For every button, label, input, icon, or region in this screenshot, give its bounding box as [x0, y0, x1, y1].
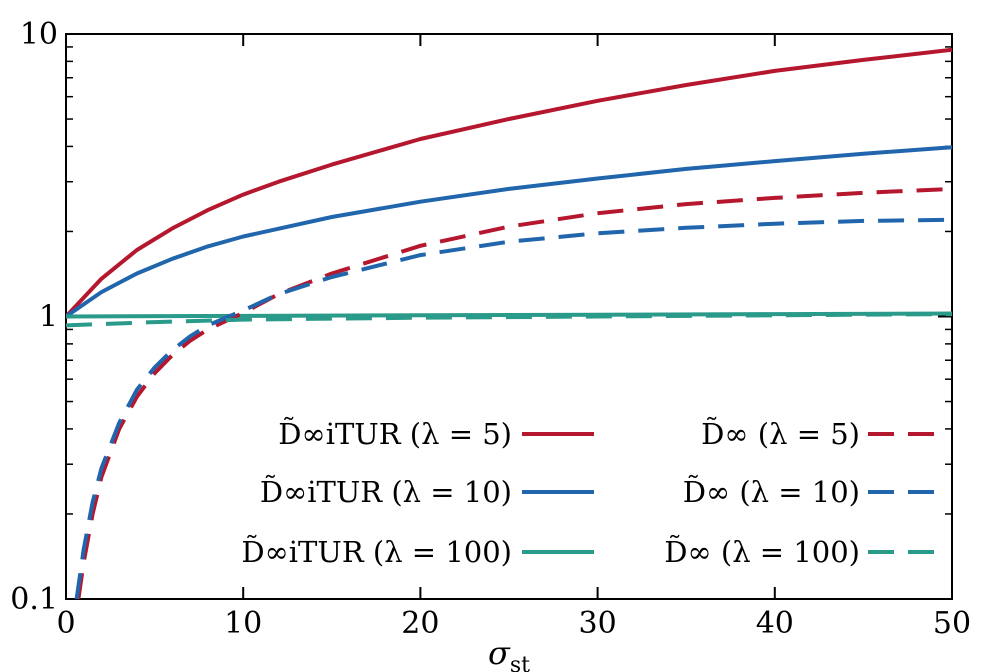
y-tick-label: 1 [39, 300, 58, 335]
x-tick-label: 10 [224, 606, 262, 641]
legend: D̃∞iTUR (λ = 5) D̃∞iTUR (λ = 10) D̃∞iTUR (… [241, 417, 948, 569]
x-axis-title: σst [488, 634, 530, 672]
axis-ticks [65, 33, 953, 600]
series-line-5 [66, 312, 952, 328]
series-line-4 [74, 217, 952, 599]
series-lines [66, 47, 952, 599]
y-tick-label: 10 [20, 17, 58, 52]
x-tick-label: 30 [579, 606, 617, 641]
legend-label-3: D̃∞ (λ = 5) [701, 417, 860, 451]
series-line-0 [66, 47, 952, 318]
x-tick-label: 0 [56, 606, 75, 641]
legend-label-5: D̃∞ (λ = 100) [664, 535, 860, 569]
series-line-3 [76, 186, 952, 599]
x-tick-label: 40 [756, 606, 794, 641]
legend-label-2: D̃∞iTUR (λ = 100) [241, 535, 512, 569]
series-line-1 [66, 145, 952, 319]
tick-labels: 0 10 20 30 40 50 0.1 1 10 [10, 17, 971, 641]
legend-label-1: D̃∞iTUR (λ = 10) [260, 475, 512, 509]
x-tick-label: 20 [401, 606, 439, 641]
legend-label-4: D̃∞ (λ = 10) [683, 475, 860, 509]
x-tick-label: 50 [933, 606, 971, 641]
y-tick-label: 0.1 [10, 582, 58, 617]
legend-label-0: D̃∞iTUR (λ = 5) [278, 417, 512, 451]
